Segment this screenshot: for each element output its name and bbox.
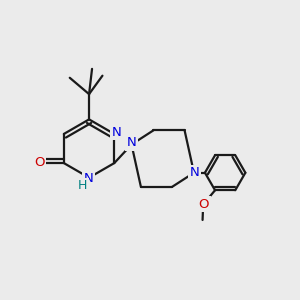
Text: N: N xyxy=(112,126,121,139)
Text: H: H xyxy=(78,179,87,193)
Text: N: N xyxy=(127,136,137,149)
Text: O: O xyxy=(199,198,209,211)
Text: N: N xyxy=(84,172,93,185)
Text: N: N xyxy=(190,166,200,179)
Text: O: O xyxy=(34,156,45,169)
